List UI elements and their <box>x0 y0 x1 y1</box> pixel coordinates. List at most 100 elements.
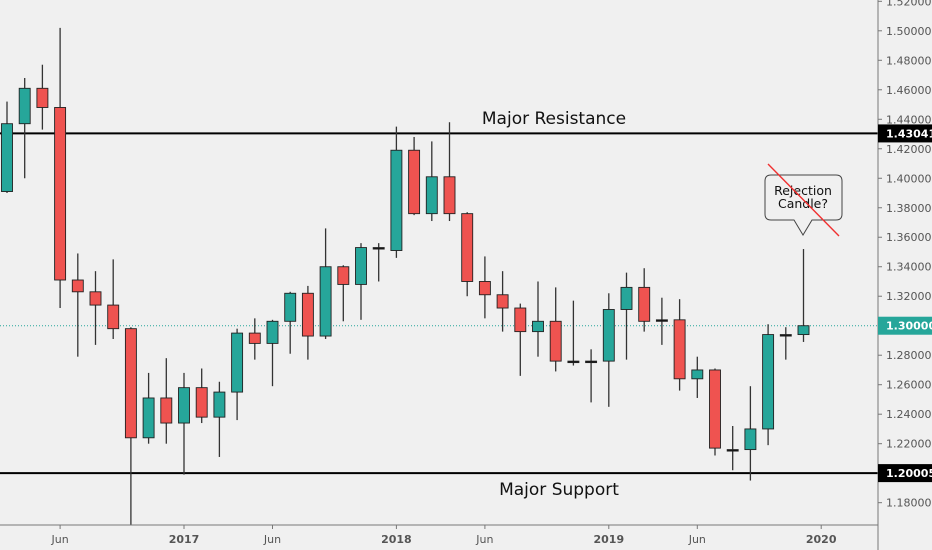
candle <box>673 299 686 391</box>
candle-body <box>301 292 314 337</box>
candle <box>284 291 297 354</box>
y-tick-label: 1.34000 <box>886 261 932 274</box>
candle <box>726 425 739 471</box>
candle-body <box>1 123 13 192</box>
candle-body <box>231 332 244 393</box>
y-tick-label: 1.32000 <box>886 290 932 303</box>
candle-body <box>549 320 562 362</box>
candle-body <box>248 332 261 344</box>
last-price-price-badge <box>878 316 932 335</box>
y-tick-label: 1.18000 <box>886 497 932 510</box>
candle-body <box>620 286 633 310</box>
candle-body <box>124 328 137 439</box>
y-tick-label: 1.26000 <box>886 379 932 392</box>
callout-text-line1: Rejection <box>774 183 832 198</box>
candle-body <box>691 369 704 380</box>
candle-body <box>655 319 668 322</box>
x-tick-label: 2017 <box>169 533 200 546</box>
resistance-price-label: 1.43041 <box>886 127 932 140</box>
candle <box>107 259 120 339</box>
candle <box>425 141 438 222</box>
candle-body <box>514 307 527 333</box>
support-price-label: 1.20005 <box>886 467 932 480</box>
candle-body <box>372 247 385 250</box>
candle <box>620 272 633 360</box>
x-tick-label: 2020 <box>806 533 837 546</box>
candle <box>337 265 350 322</box>
candle <box>408 136 421 216</box>
candle-body <box>266 320 279 344</box>
y-tick-label: 1.52000 <box>886 0 932 8</box>
candle <box>779 327 792 360</box>
candle-body <box>195 387 208 418</box>
y-tick-label: 1.38000 <box>886 202 932 215</box>
support-label: Major Support <box>499 480 619 500</box>
candle-body <box>390 149 403 251</box>
candle <box>231 328 244 421</box>
candle <box>71 253 84 357</box>
candle-body <box>797 325 810 336</box>
candle <box>54 27 67 309</box>
candle <box>709 368 721 456</box>
y-tick-label: 1.28000 <box>886 349 932 362</box>
candle <box>142 372 155 444</box>
y-axis-background <box>878 0 932 550</box>
candle-body <box>602 309 615 362</box>
y-tick-label: 1.46000 <box>886 84 932 97</box>
x-tick-label: Jun <box>475 533 493 546</box>
candle-body <box>744 428 757 451</box>
candle-body <box>107 304 120 330</box>
candle <box>1 101 13 194</box>
candle <box>655 297 668 345</box>
y-tick-label: 1.36000 <box>886 231 932 244</box>
candle <box>514 303 527 376</box>
candle-body <box>478 281 491 296</box>
y-tick-label: 1.50000 <box>886 25 932 38</box>
x-tick-label: 2018 <box>381 533 412 546</box>
candle <box>638 268 651 332</box>
candle-body <box>284 292 297 322</box>
candle-body <box>337 266 350 285</box>
candle-body <box>638 286 651 322</box>
candle <box>301 285 314 360</box>
candle-body <box>319 266 332 337</box>
candle-body <box>36 87 49 108</box>
candle <box>160 358 173 444</box>
candle <box>691 356 704 398</box>
candle-body <box>567 360 580 364</box>
candle-body <box>762 334 775 430</box>
candle <box>18 77 31 179</box>
candle <box>248 318 261 360</box>
resistance-label: Major Resistance <box>482 109 626 129</box>
candle-body <box>18 87 31 125</box>
candle <box>461 212 474 297</box>
candle <box>762 324 775 446</box>
last-price-price-label: 1.30000 <box>886 320 932 333</box>
y-tick-label: 1.24000 <box>886 408 932 421</box>
candle-body <box>443 176 456 215</box>
x-tick-label: Jun <box>688 533 706 546</box>
y-tick-label: 1.48000 <box>886 54 932 67</box>
candle <box>195 368 208 424</box>
y-tick-label: 1.42000 <box>886 143 932 156</box>
candle-body <box>496 294 509 309</box>
candle <box>443 122 456 222</box>
candle <box>178 372 190 475</box>
callout-text-line2: Candle? <box>778 196 828 211</box>
candle-body <box>673 319 686 380</box>
candle <box>478 256 491 319</box>
candle-body <box>160 397 173 424</box>
candle-body <box>585 360 598 364</box>
support-price-badge <box>878 464 932 483</box>
candle-body <box>726 449 739 452</box>
candle-body <box>461 213 474 282</box>
y-tick-label: 1.22000 <box>886 438 932 451</box>
x-tick-label: Jun <box>263 533 281 546</box>
candle <box>124 327 137 525</box>
candle <box>355 243 367 320</box>
red-trend-line <box>767 163 840 237</box>
x-tick-label: 2019 <box>593 533 624 546</box>
candle-body <box>532 320 544 333</box>
candle <box>36 64 49 130</box>
